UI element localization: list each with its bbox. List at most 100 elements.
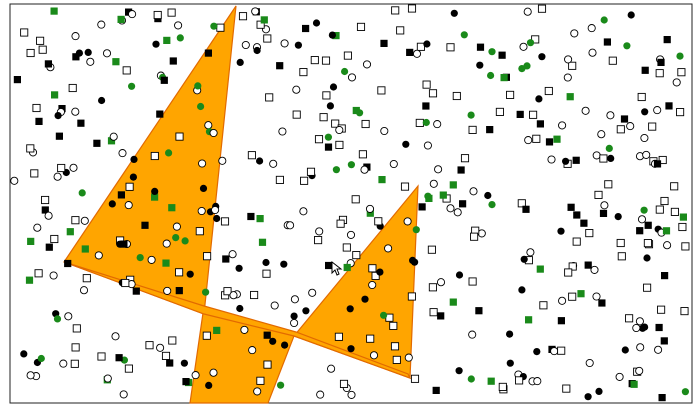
filled-square-mark[interactable]	[418, 203, 426, 211]
filled-square-mark[interactable]	[93, 139, 101, 147]
hollow-square-mark[interactable]	[71, 216, 80, 225]
hollow-square-mark[interactable]	[41, 195, 50, 205]
filled-square-mark[interactable]	[117, 191, 125, 199]
filled-circle-mark[interactable]	[681, 388, 690, 396]
hollow-circle-mark[interactable]	[412, 49, 422, 58]
hollow-circle-mark[interactable]	[147, 255, 156, 264]
filled-square-mark[interactable]	[141, 221, 149, 229]
hollow-square-mark[interactable]	[335, 140, 344, 149]
hollow-circle-mark[interactable]	[278, 127, 287, 136]
hollow-square-mark[interactable]	[322, 91, 331, 100]
hollow-square-mark[interactable]	[680, 307, 689, 316]
filled-circle-mark[interactable]	[280, 260, 288, 268]
hollow-circle-mark[interactable]	[369, 351, 379, 360]
filled-circle-mark[interactable]	[641, 108, 649, 116]
hollow-circle-mark[interactable]	[71, 32, 80, 41]
hollow-circle-mark[interactable]	[453, 208, 462, 217]
hollow-circle-mark[interactable]	[585, 358, 594, 368]
filled-circle-mark[interactable]	[20, 350, 28, 358]
hollow-square-mark[interactable]	[256, 376, 265, 385]
hollow-circle-mark[interactable]	[299, 207, 308, 216]
hollow-circle-mark[interactable]	[524, 136, 533, 145]
filled-square-mark[interactable]	[64, 259, 72, 268]
filled-circle-mark[interactable]	[341, 67, 349, 76]
hollow-square-mark[interactable]	[216, 23, 225, 32]
filled-circle-mark[interactable]	[78, 189, 86, 197]
hollow-circle-mark[interactable]	[429, 179, 438, 188]
hollow-circle-mark[interactable]	[436, 278, 446, 287]
filled-circle-mark[interactable]	[538, 53, 546, 61]
filled-square-mark[interactable]	[580, 219, 588, 227]
hollow-circle-mark[interactable]	[124, 201, 133, 210]
hollow-circle-mark[interactable]	[327, 364, 336, 373]
filled-circle-mark[interactable]	[205, 381, 213, 389]
filled-square-mark[interactable]	[41, 206, 49, 214]
filled-circle-mark[interactable]	[605, 144, 613, 152]
hollow-circle-mark[interactable]	[315, 227, 324, 236]
hollow-square-mark[interactable]	[26, 144, 35, 153]
hollow-circle-mark[interactable]	[308, 288, 317, 297]
hollow-square-mark[interactable]	[470, 232, 479, 241]
filled-circle-mark[interactable]	[467, 375, 475, 383]
hollow-square-mark[interactable]	[168, 336, 177, 345]
hollow-square-mark[interactable]	[407, 4, 417, 13]
hollow-square-mark[interactable]	[428, 283, 437, 292]
hollow-square-mark[interactable]	[517, 199, 526, 208]
hollow-square-mark[interactable]	[557, 346, 566, 355]
filled-square-mark[interactable]	[557, 317, 565, 325]
filled-circle-mark[interactable]	[151, 187, 159, 195]
filled-circle-mark[interactable]	[75, 49, 83, 57]
filled-circle-mark[interactable]	[37, 354, 45, 363]
hollow-circle-mark[interactable]	[53, 172, 62, 181]
filled-square-mark[interactable]	[476, 43, 485, 51]
filled-square-mark[interactable]	[657, 58, 665, 66]
hollow-square-mark[interactable]	[336, 219, 345, 228]
filled-circle-mark[interactable]	[584, 393, 592, 401]
hollow-circle-mark[interactable]	[362, 60, 372, 69]
filled-circle-mark[interactable]	[84, 48, 92, 57]
filled-square-mark[interactable]	[553, 135, 561, 143]
filled-circle-mark[interactable]	[269, 337, 277, 345]
hollow-square-mark[interactable]	[416, 42, 425, 51]
hollow-square-mark[interactable]	[275, 175, 284, 184]
hollow-circle-mark[interactable]	[384, 244, 393, 253]
filled-square-mark[interactable]	[500, 74, 508, 82]
filled-circle-mark[interactable]	[595, 387, 603, 395]
hollow-square-mark[interactable]	[657, 305, 666, 314]
filled-square-mark[interactable]	[636, 227, 644, 235]
hollow-circle-mark[interactable]	[654, 345, 663, 354]
hollow-circle-mark[interactable]	[280, 39, 289, 48]
hollow-square-mark[interactable]	[82, 274, 91, 283]
filled-square-mark[interactable]	[449, 298, 457, 306]
filled-square-mark[interactable]	[120, 240, 128, 248]
hollow-circle-mark[interactable]	[642, 150, 651, 159]
filled-circle-mark[interactable]	[53, 315, 62, 323]
filled-circle-mark[interactable]	[376, 268, 384, 276]
hollow-circle-mark[interactable]	[240, 325, 249, 334]
hollow-square-mark[interactable]	[468, 125, 477, 134]
hollow-square-mark[interactable]	[250, 290, 259, 300]
filled-square-mark[interactable]	[263, 331, 271, 339]
hollow-square-mark[interactable]	[319, 113, 328, 122]
hollow-square-mark[interactable]	[238, 12, 248, 21]
filled-circle-mark[interactable]	[213, 214, 221, 223]
hollow-square-mark[interactable]	[203, 252, 212, 261]
hollow-circle-mark[interactable]	[663, 241, 672, 250]
hollow-circle-mark[interactable]	[49, 271, 58, 280]
filled-circle-mark[interactable]	[165, 149, 173, 157]
hollow-square-mark[interactable]	[314, 236, 323, 245]
hollow-square-mark[interactable]	[529, 110, 538, 119]
hollow-circle-mark[interactable]	[228, 250, 237, 259]
filled-circle-mark[interactable]	[326, 102, 334, 110]
hollow-square-mark[interactable]	[389, 321, 398, 330]
hollow-square-mark[interactable]	[678, 222, 687, 232]
hollow-circle-mark[interactable]	[64, 312, 73, 321]
hollow-square-mark[interactable]	[321, 56, 331, 65]
hollow-circle-mark[interactable]	[615, 372, 624, 381]
filled-square-mark[interactable]	[572, 156, 580, 164]
hollow-square-mark[interactable]	[125, 182, 134, 191]
hollow-square-mark[interactable]	[506, 90, 515, 99]
filled-circle-mark[interactable]	[676, 52, 684, 60]
filled-circle-mark[interactable]	[136, 254, 144, 262]
hollow-square-mark[interactable]	[670, 207, 679, 216]
